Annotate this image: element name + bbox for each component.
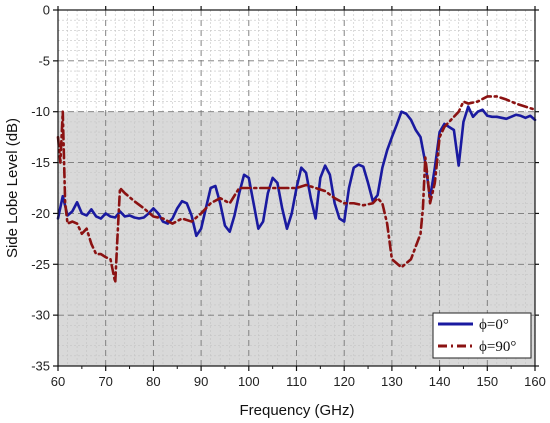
y-tick-label: -20 — [31, 206, 50, 221]
x-tick-label: 140 — [429, 374, 451, 389]
legend-label-phi0: ϕ=0° — [479, 317, 509, 333]
y-tick-label: -35 — [31, 359, 50, 374]
legend-label-phi90: ϕ=90° — [479, 339, 516, 355]
y-tick-label: -10 — [31, 104, 50, 119]
series-layer — [56, 95, 537, 284]
legend-box — [432, 312, 532, 359]
x-tick-label: 80 — [146, 374, 160, 389]
x-tick-label: 70 — [98, 374, 112, 389]
series-line-0 — [56, 105, 537, 238]
x-tick-label: 160 — [524, 374, 546, 389]
x-axis-title: Frequency (GHz) — [239, 402, 354, 419]
y-tick-label: -25 — [31, 257, 50, 272]
axes — [53, 6, 539, 371]
x-tick-label: 90 — [194, 374, 208, 389]
y-tick-label: 0 — [43, 3, 50, 18]
x-tick-label: 100 — [238, 374, 260, 389]
x-tick-label: 120 — [333, 374, 355, 389]
x-tick-label: 130 — [381, 374, 403, 389]
y-axis-title: Side Lobe Level (dB) — [4, 118, 21, 258]
tick-labels: 60 70 80 90 100 110 120 130 140 150 160 0 -5 -10 -15 -2… — [31, 3, 546, 390]
x-tick-label: 60 — [51, 374, 65, 389]
minor-grid — [58, 10, 535, 366]
y-tick-label: -15 — [31, 155, 50, 170]
legend: ϕ=0° ϕ=90° — [432, 312, 532, 359]
x-tick-label: 110 — [286, 374, 307, 389]
x-tick-label: 150 — [476, 374, 498, 389]
y-tick-label: -30 — [31, 308, 50, 323]
series-line-1 — [56, 95, 537, 284]
y-tick-label: -5 — [38, 53, 50, 68]
